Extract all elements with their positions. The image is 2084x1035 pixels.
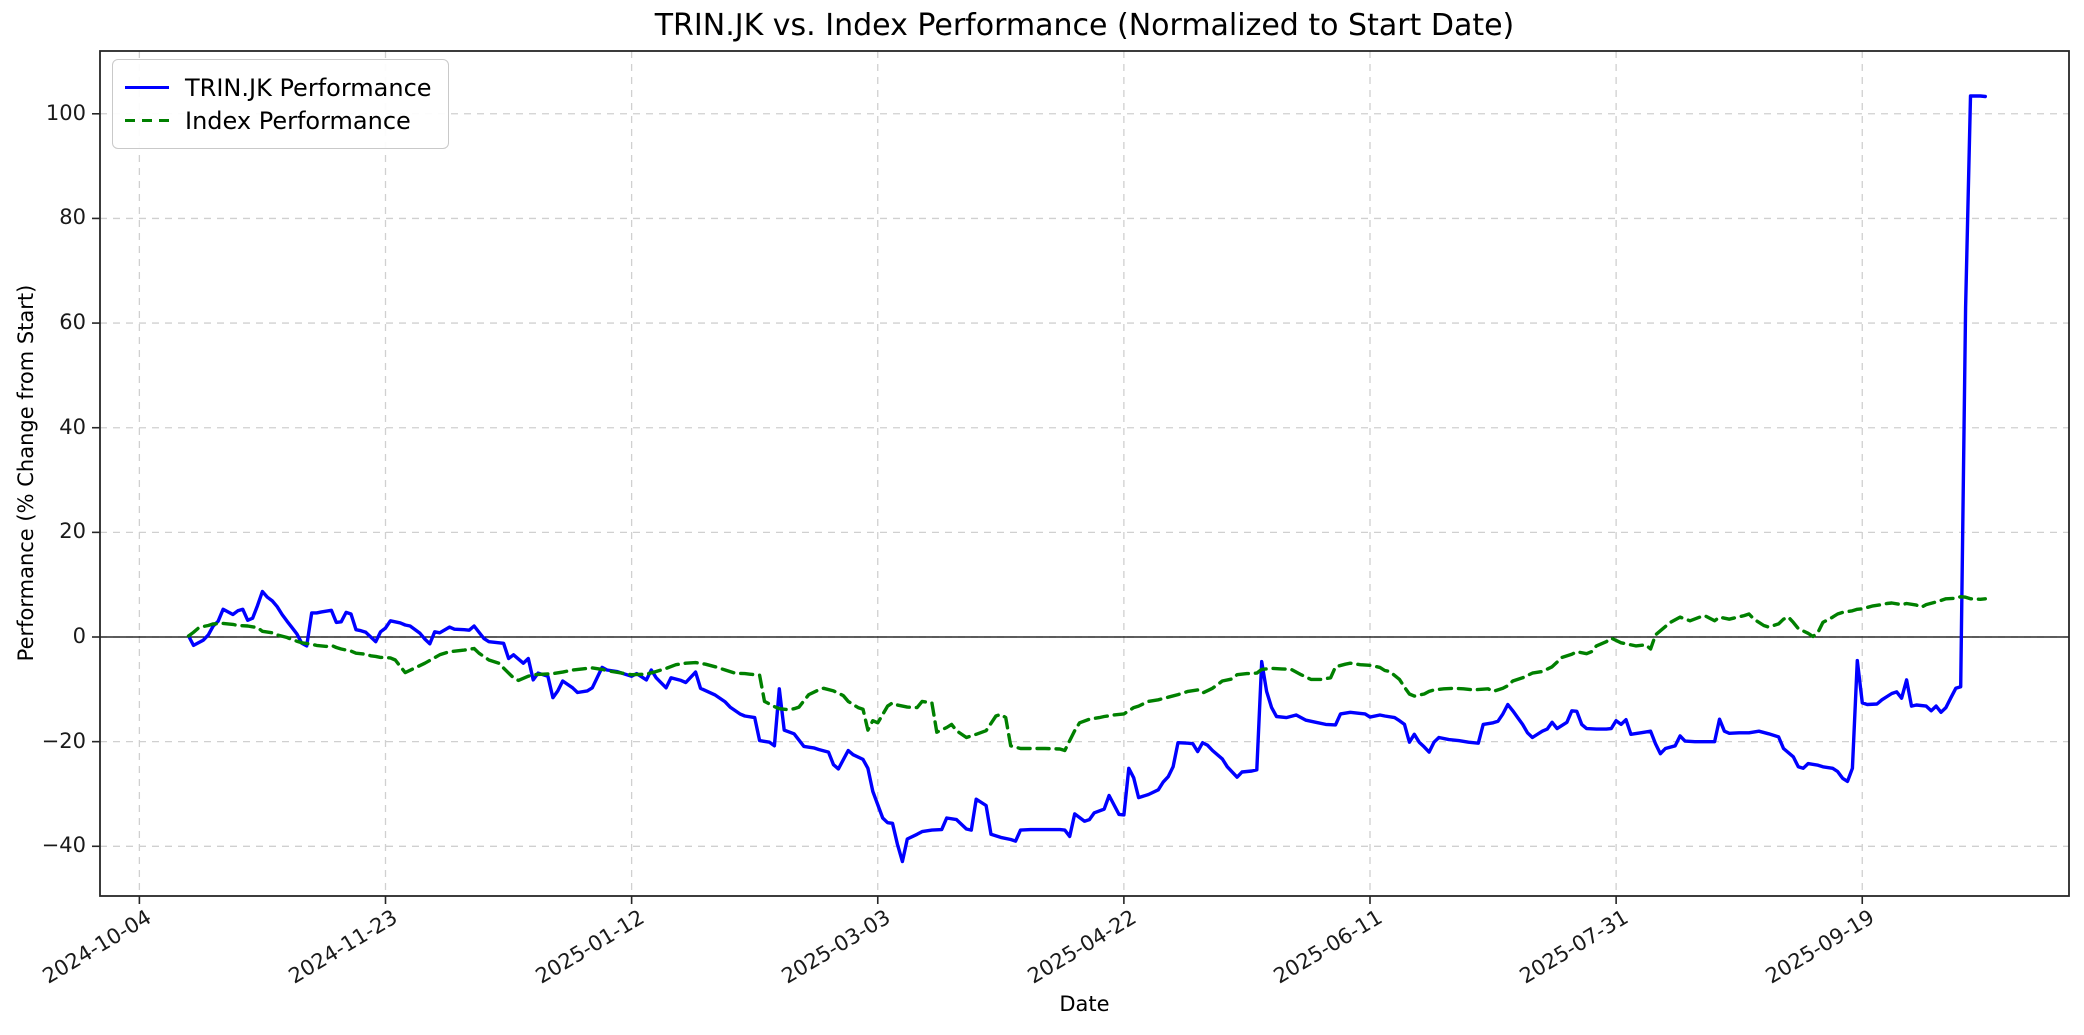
chart-title: TRIN.JK vs. Index Performance (Normalize… [654,8,1515,43]
plot-border [99,50,2070,897]
y-tick-label: 0 [72,624,86,648]
y-tick-label: 40 [59,414,86,439]
y-tick-label: 100 [45,100,86,125]
index-performance-line [186,595,1988,753]
y-tick-label: 80 [59,205,86,230]
legend-entry-index: Index Performance [125,104,432,137]
legend-label: TRIN.JK Performance [185,73,432,102]
y-tick-label: 60 [59,310,86,335]
x-axis-label: Date [1059,992,1110,1016]
y-axis-label: Performance (% Change from Start) [14,284,38,662]
solid-line-icon [125,86,169,89]
y-tick-label: −40 [41,833,86,858]
dashed-line-icon [125,118,169,123]
y-tick-label: −20 [41,728,86,753]
legend: TRIN.JK Performance Index Performance [112,59,449,149]
legend-entry-trinjk: TRIN.JK Performance [125,71,432,104]
legend-label: Index Performance [185,106,411,135]
y-tick-label: 20 [59,519,86,544]
trinjk-performance-line [186,94,1988,864]
